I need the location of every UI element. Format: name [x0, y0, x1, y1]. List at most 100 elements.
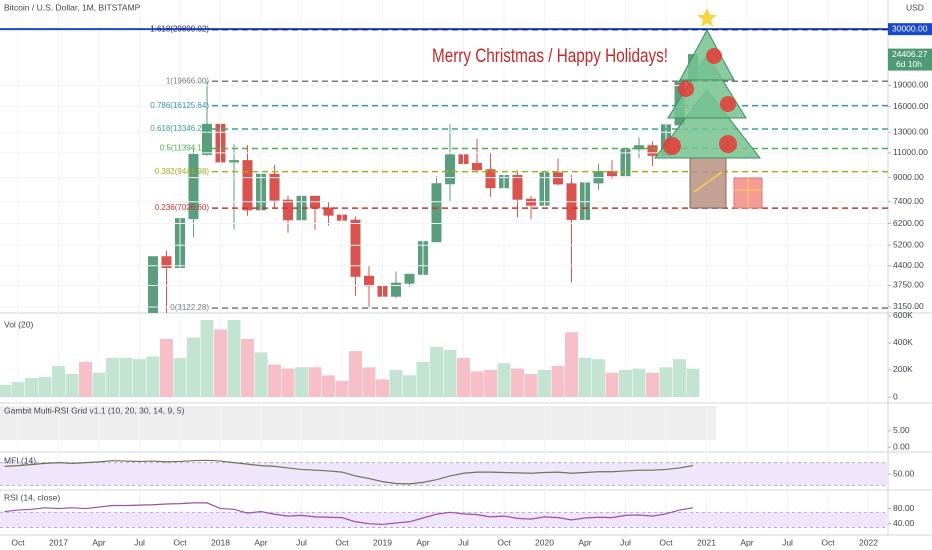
- fib-label: 0.236(7026.60): [155, 203, 210, 212]
- fib-label: 0(3122.28): [170, 303, 209, 312]
- volume-bar: [214, 329, 227, 397]
- trunk-line: [693, 171, 723, 193]
- band: [0, 512, 888, 528]
- x-tick-label: 2018: [211, 537, 230, 547]
- candle-body: [161, 256, 172, 269]
- price-line-label: 30000.00: [892, 23, 928, 33]
- volume-bar: [200, 320, 214, 397]
- ornament: [678, 81, 694, 97]
- tree-trunk: [689, 157, 727, 209]
- volume-bar: [295, 367, 308, 397]
- candle-body: [445, 154, 455, 185]
- volume-bar: [281, 368, 295, 397]
- candle-body: [647, 145, 658, 156]
- fib-label: 0.786(16125.64): [150, 101, 209, 110]
- y-tick-label: 11000.00: [893, 147, 928, 157]
- candle-body: [148, 256, 158, 313]
- y-tick-label: 19000.00: [893, 80, 929, 90]
- y-tick-label: 3750.00: [893, 280, 924, 290]
- y-tick-label: 40.00: [893, 518, 915, 528]
- y-tick-label: 9000.00: [893, 172, 924, 182]
- ornament: [706, 48, 722, 64]
- panel-title: MFI (14): [4, 455, 36, 465]
- indicator-line: [4, 459, 694, 485]
- candle-body: [404, 273, 415, 284]
- volume-bar: [470, 371, 484, 397]
- volume-bar: [92, 372, 106, 397]
- volume-bar: [11, 382, 25, 397]
- annotation: Merry Christmas / Happy Holidays!: [432, 46, 668, 67]
- volume-bar: [659, 367, 673, 397]
- candle-body: [364, 275, 374, 287]
- volume-bar: [389, 369, 403, 397]
- panel-title: Vol (20): [4, 319, 33, 329]
- volume-bar: [362, 367, 376, 397]
- x-tick-label: Oct: [821, 537, 835, 547]
- volume-bar: [146, 356, 160, 397]
- candle-body: [283, 199, 293, 221]
- x-tick-label: Apr: [578, 537, 591, 547]
- volume-bar: [578, 357, 592, 397]
- volume-bar: [349, 351, 362, 397]
- fib-label: 1(19666.00): [166, 76, 209, 85]
- christmas-tree-drawing: [653, 8, 763, 209]
- volume-bar: [187, 337, 200, 397]
- candle-body: [350, 219, 361, 277]
- volume-bar: [416, 361, 430, 397]
- volume-bar: [443, 349, 457, 397]
- volume-bar: [25, 378, 38, 397]
- y-tick-label: 600K: [893, 310, 913, 320]
- x-tick-label: 2017: [49, 537, 68, 547]
- indicator-line: [4, 502, 694, 526]
- x-tick-label: Apr: [254, 537, 267, 547]
- y-tick-label: 4400.00: [893, 260, 924, 270]
- volume-bar: [322, 375, 335, 397]
- y-tick-label: 5200.00: [893, 239, 924, 249]
- y-tick-label: 3150.00: [893, 301, 924, 311]
- y-tick-label: 13000.00: [893, 126, 929, 136]
- countdown: 6d 10h: [896, 59, 922, 69]
- grid-panel-background: [0, 406, 716, 440]
- ornament: [663, 137, 681, 155]
- x-tick-label: 2020: [535, 537, 554, 547]
- panel-title: Gambit Multi-RSI Grid v1.1 (10, 20, 30, …: [4, 405, 185, 415]
- y-tick-label: 50.00: [893, 468, 915, 478]
- volume-bar: [619, 369, 632, 397]
- volume-bar: [605, 372, 619, 397]
- volume-bar: [38, 376, 52, 397]
- panel-title: RSI (14, close): [4, 492, 60, 502]
- volume-bar: [79, 361, 92, 397]
- candle-body: [485, 169, 496, 189]
- y-tick-label: 200K: [893, 364, 913, 374]
- price-line-badge: [888, 23, 932, 36]
- volume-bar: [565, 332, 578, 397]
- volume-bar: [524, 374, 538, 397]
- candle-body: [431, 183, 442, 243]
- volume-bar: [484, 369, 497, 397]
- last-price-label: 24406.27: [892, 49, 928, 59]
- y-tick-label: 0: [893, 391, 898, 401]
- volume-bar: [592, 359, 605, 397]
- y-tick-label: 7400.00: [893, 196, 924, 206]
- volume-bar: [254, 352, 268, 397]
- x-tick-label: Jul: [296, 537, 307, 547]
- volume-bar: [632, 368, 646, 397]
- volume-bar: [268, 364, 281, 397]
- x-tick-label: Oct: [173, 537, 187, 547]
- volume-bar: [457, 357, 470, 397]
- volume-bar: [335, 380, 349, 397]
- volume-bar: [227, 320, 241, 397]
- x-tick-label: Apr: [740, 537, 753, 547]
- volume-bar: [686, 368, 700, 397]
- x-tick-label: Oct: [11, 537, 25, 547]
- volume-bar: [308, 367, 322, 397]
- volume-bar: [52, 365, 65, 397]
- y-tick-label: 16000.00: [893, 101, 929, 111]
- volume-bar: [497, 363, 511, 397]
- band: [0, 462, 888, 486]
- volume-bar: [511, 368, 524, 397]
- volume-bar: [119, 357, 133, 397]
- x-tick-label: 2021: [697, 537, 716, 547]
- y-tick-label: 0.00: [893, 441, 910, 451]
